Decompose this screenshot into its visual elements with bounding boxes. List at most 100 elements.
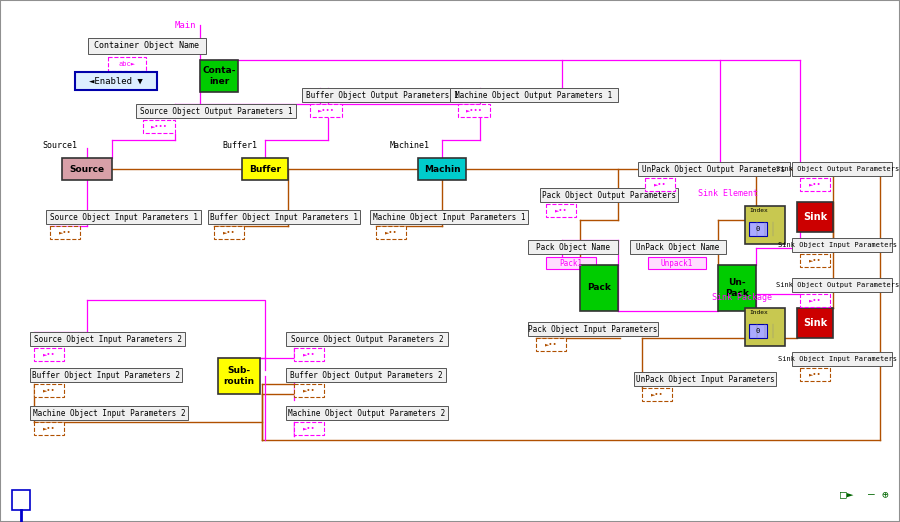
Text: 0: 0 xyxy=(756,328,760,334)
Bar xyxy=(749,222,767,236)
Bar xyxy=(30,368,182,382)
Bar xyxy=(528,240,618,254)
Text: ►••: ►•• xyxy=(302,425,315,432)
Bar xyxy=(800,254,830,267)
Text: ►••: ►•• xyxy=(302,387,315,394)
Bar xyxy=(286,332,448,346)
Bar xyxy=(75,72,157,90)
Text: ►••: ►•• xyxy=(58,230,71,235)
Text: Pack: Pack xyxy=(587,283,611,292)
Text: Source Object Input Parameters 2: Source Object Input Parameters 2 xyxy=(33,335,182,343)
Bar xyxy=(792,352,892,366)
Text: ►••: ►•• xyxy=(222,230,236,235)
Text: Pack Object Name: Pack Object Name xyxy=(536,243,610,252)
Bar xyxy=(630,240,726,254)
Text: Machine Object Input Parameters 1: Machine Object Input Parameters 1 xyxy=(373,212,526,221)
Text: Sink: Sink xyxy=(803,212,827,222)
Text: Container Object Name: Container Object Name xyxy=(94,42,200,51)
Text: Index: Index xyxy=(749,208,768,213)
Text: Machine Object Input Parameters 2: Machine Object Input Parameters 2 xyxy=(32,409,185,418)
Bar xyxy=(645,178,675,191)
Text: ►••: ►•• xyxy=(302,351,315,358)
Text: Sink Object Input Parameters 2: Sink Object Input Parameters 2 xyxy=(778,356,900,362)
Text: ►••: ►•• xyxy=(653,182,666,187)
Text: Source Object Output Parameters 2: Source Object Output Parameters 2 xyxy=(291,335,444,343)
Text: ►••: ►•• xyxy=(808,372,822,377)
Text: ►••: ►•• xyxy=(42,425,56,432)
Text: ◄Enabled ▼: ◄Enabled ▼ xyxy=(89,77,143,86)
Bar xyxy=(540,188,678,202)
Text: Machine Object Output Parameters 1: Machine Object Output Parameters 1 xyxy=(455,90,613,100)
Text: ►••: ►•• xyxy=(544,341,557,348)
Text: ►••: ►•• xyxy=(42,351,56,358)
Bar xyxy=(200,60,238,92)
Bar xyxy=(642,388,672,401)
Bar xyxy=(310,104,342,117)
Bar xyxy=(797,308,833,338)
Text: Buffer: Buffer xyxy=(249,164,281,173)
Text: UnPack Object Input Parameters: UnPack Object Input Parameters xyxy=(635,374,774,384)
Text: Buffer Object Output Parameters 2: Buffer Object Output Parameters 2 xyxy=(290,371,442,379)
Bar xyxy=(450,88,618,102)
Text: Source1: Source1 xyxy=(42,141,77,150)
Bar xyxy=(50,226,80,239)
Text: Pack Object Input Parameters: Pack Object Input Parameters xyxy=(528,325,658,334)
Bar xyxy=(286,406,448,420)
Text: Main: Main xyxy=(175,20,196,30)
Bar xyxy=(536,338,566,351)
Bar xyxy=(218,358,260,394)
Text: Unpack1: Unpack1 xyxy=(661,258,693,267)
Text: ►••: ►•• xyxy=(808,182,822,187)
Bar xyxy=(797,202,833,232)
Bar xyxy=(294,422,324,435)
Text: Machin: Machin xyxy=(424,164,460,173)
Bar xyxy=(800,178,830,191)
Bar xyxy=(792,238,892,252)
Bar xyxy=(208,210,360,224)
Bar xyxy=(108,57,146,71)
Bar xyxy=(800,294,830,307)
Bar xyxy=(418,158,466,180)
Bar xyxy=(745,308,785,346)
Text: Sink Package: Sink Package xyxy=(712,293,772,302)
Bar xyxy=(792,162,892,176)
Text: ►••: ►•• xyxy=(651,392,663,397)
Text: Machine Object Output Parameters 2: Machine Object Output Parameters 2 xyxy=(288,409,446,418)
Text: Sink: Sink xyxy=(803,318,827,328)
Text: Buffer1: Buffer1 xyxy=(222,141,257,150)
Text: Source Object Output Parameters 1: Source Object Output Parameters 1 xyxy=(140,106,292,115)
Bar xyxy=(638,162,790,176)
Text: ⊕: ⊕ xyxy=(882,489,889,499)
Text: □►: □► xyxy=(840,489,853,499)
Bar xyxy=(302,88,462,102)
Text: Pack Object Output Parameters: Pack Object Output Parameters xyxy=(542,191,676,199)
Bar xyxy=(800,368,830,381)
Bar xyxy=(749,324,767,338)
Text: Conta-
iner: Conta- iner xyxy=(202,66,236,86)
Bar xyxy=(88,38,206,54)
Text: ―: ― xyxy=(868,489,875,499)
Bar xyxy=(718,265,756,311)
Text: Machine1: Machine1 xyxy=(390,141,430,150)
Bar xyxy=(634,372,776,386)
Text: Source Object Input Parameters 1: Source Object Input Parameters 1 xyxy=(50,212,197,221)
Text: Sink Object Output Parameters 2: Sink Object Output Parameters 2 xyxy=(776,282,900,288)
Bar xyxy=(214,226,244,239)
Text: ►••: ►•• xyxy=(808,257,822,264)
Text: Sink Object Input Parameters 1: Sink Object Input Parameters 1 xyxy=(778,242,900,248)
Bar xyxy=(143,120,175,133)
Text: Index: Index xyxy=(749,310,768,315)
Text: UnPack Object Output Parameters: UnPack Object Output Parameters xyxy=(643,164,786,173)
Text: ►••: ►•• xyxy=(42,387,56,394)
Bar xyxy=(648,257,706,269)
Bar xyxy=(294,384,324,397)
Text: Sink Object Output Parameters 1: Sink Object Output Parameters 1 xyxy=(776,166,900,172)
Bar xyxy=(286,368,446,382)
Text: 0: 0 xyxy=(756,226,760,232)
Bar xyxy=(370,210,528,224)
Bar xyxy=(30,406,188,420)
Bar xyxy=(136,104,296,118)
Text: Buffer Object Input Parameters 1: Buffer Object Input Parameters 1 xyxy=(210,212,358,221)
Text: abc►: abc► xyxy=(119,61,136,67)
Text: Sub-
routin: Sub- routin xyxy=(223,366,255,386)
